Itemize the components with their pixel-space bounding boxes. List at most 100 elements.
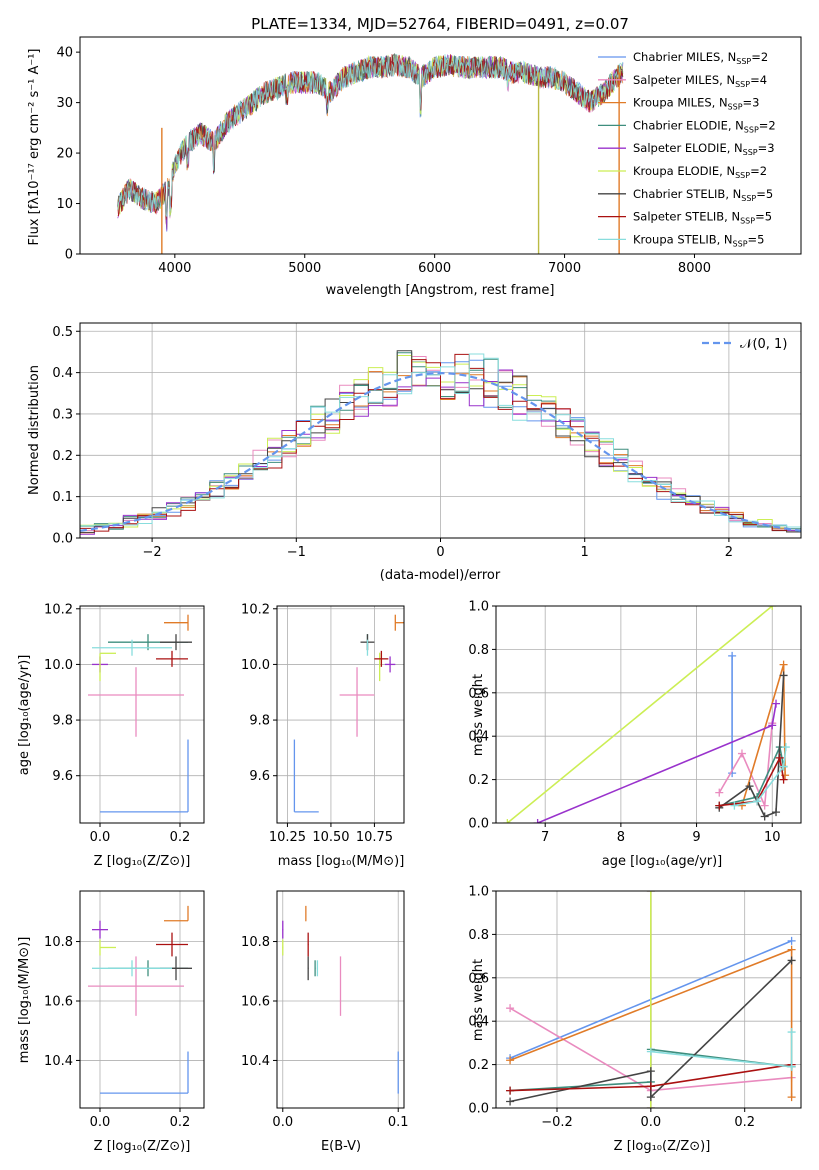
y-tick-label: 30 (56, 96, 73, 111)
x-tick-label: 4000 (158, 261, 191, 276)
legend-label: Kroupa MILES, NSSP=3 (633, 96, 759, 112)
weight-marker (506, 1056, 515, 1065)
axes-frame (79, 36, 802, 255)
x-tick-label: 0.1 (388, 1115, 409, 1130)
x-tick-label: 0.2 (170, 830, 191, 845)
residuals-xlabel: (data-model)/error (380, 568, 501, 583)
mass-ebv-xlabel: E(B-V) (321, 1139, 361, 1154)
weight-marker (779, 660, 788, 669)
age-mass-xlabel: mass [log₁₀(M/M⊙)] (278, 854, 405, 869)
weight-marker (646, 1082, 655, 1091)
x-tick-label: 0.2 (170, 1115, 191, 1130)
x-tick-label: 5000 (288, 261, 321, 276)
weight-marker (737, 749, 746, 758)
weight-marker (772, 699, 781, 708)
y-tick-label: 10.0 (44, 658, 73, 673)
weight-marker (730, 801, 739, 810)
weight-marker (787, 1093, 796, 1102)
weight-marker (787, 936, 796, 945)
weight-line (718, 723, 773, 806)
weight-vs-age-panel: 7 8 9 10 0.0 0.2 0.4 0.6 0.8 1.0 age [log₁₀(age/y… (468, 600, 802, 869)
x-tick-label: −1 (287, 545, 306, 560)
axes-frame (79, 890, 205, 1109)
x-tick-label: 0.2 (734, 1115, 755, 1130)
age-vs-mass-panel: 10.25 10.50 10.75 9.6 9.8 10.0 10.2 mass [log₁… (241, 602, 405, 869)
y-tick-label: 10.8 (241, 935, 270, 950)
weight-marker (728, 651, 737, 660)
legend-label: Salpeter MILES, NSSP=4 (633, 73, 767, 89)
weight-marker (779, 671, 788, 680)
x-tick-label: 10.50 (312, 830, 349, 845)
weight-marker (646, 1093, 655, 1102)
x-tick-label: 8000 (678, 261, 711, 276)
axes-frame (495, 605, 802, 824)
weight-marker (646, 1104, 655, 1108)
y-tick-label: 0.2 (468, 1058, 489, 1073)
y-tick-label: 20 (56, 147, 73, 162)
x-tick-label: 0.0 (272, 1115, 293, 1130)
gaussian-legend-label: 𝒩(0, 1) (740, 337, 787, 352)
y-tick-label: 0.8 (468, 928, 489, 943)
weight-Z-ylabel: mass weight (471, 959, 486, 1041)
weight-marker (715, 801, 724, 810)
y-tick-label: 0.5 (52, 325, 73, 340)
x-tick-label: 0 (436, 545, 444, 560)
x-tick-label: 6000 (418, 261, 451, 276)
y-tick-label: 40 (56, 46, 73, 61)
x-tick-label: 1 (581, 545, 589, 560)
weight-line (650, 1032, 793, 1068)
x-tick-label: 7 (541, 830, 549, 845)
y-tick-label: 10.0 (241, 658, 270, 673)
y-tick-label: 0.6 (468, 686, 489, 701)
x-tick-label: −0.2 (541, 1115, 573, 1130)
y-tick-label: 10.2 (44, 602, 73, 617)
legend-label: Chabrier ELODIE, NSSP=2 (633, 118, 776, 134)
spectrum-line (117, 53, 624, 217)
y-tick-label: 0.4 (468, 1015, 489, 1030)
weight-marker (646, 1067, 655, 1076)
residuals-panel: −2 −1 0 1 2 0.0 0.1 0.2 0.3 0.4 0.5 (data-model)/e… (27, 322, 802, 583)
legend-label: Kroupa ELODIE, NSSP=2 (633, 164, 767, 180)
axes-frame (276, 890, 405, 1109)
residuals-legend: 𝒩(0, 1) (702, 337, 787, 352)
spectrum-legend: Chabrier MILES, NSSP=2 Salpeter MILES, NS… (598, 50, 776, 248)
legend-label: Chabrier STELIB, NSSP=5 (633, 187, 773, 203)
y-tick-label: 10.8 (44, 935, 73, 950)
legend-label: Kroupa STELIB, NSSP=5 (633, 232, 764, 248)
weight-marker (781, 743, 790, 752)
x-tick-label: 10.25 (269, 830, 306, 845)
y-tick-label: 9.8 (249, 714, 270, 729)
mass-Z-ylabel: mass [log₁₀(M/M⊙)] (17, 937, 32, 1064)
y-tick-label: 10.2 (241, 602, 270, 617)
legend-label: Chabrier MILES, NSSP=2 (633, 50, 768, 66)
y-tick-label: 0.6 (468, 971, 489, 986)
y-tick-label: 0.2 (468, 773, 489, 788)
weight-marker (506, 1086, 515, 1095)
x-tick-label: 7000 (548, 261, 581, 276)
y-tick-label: 0.4 (52, 366, 73, 381)
x-tick-label: 0.0 (90, 830, 111, 845)
x-tick-label: 0.0 (90, 1115, 111, 1130)
y-tick-label: 1.0 (468, 885, 489, 900)
weight-marker (768, 721, 777, 730)
y-tick-label: 0.0 (468, 1102, 489, 1117)
y-tick-label: 0.3 (52, 407, 73, 422)
weight-marker (775, 753, 784, 762)
y-tick-label: 9.6 (52, 769, 73, 784)
mass-vs-Z-panel: 0.0 0.2 10.4 10.6 10.8 Z [log₁₀(Z/Z⊙)] mass … (17, 890, 205, 1154)
weight-marker (753, 797, 762, 806)
y-tick-label: 10.4 (44, 1054, 73, 1069)
y-tick-label: 0.0 (52, 532, 73, 547)
weight-marker (787, 1062, 796, 1071)
weight-age-xlabel: age [log₁₀(age/yr)] (602, 854, 723, 869)
weight-marker (760, 801, 769, 810)
residuals-ylabel: Normed distribution (27, 365, 42, 495)
y-tick-label: 0.1 (52, 490, 73, 505)
x-tick-label: 10 (764, 830, 781, 845)
y-tick-label: 0.0 (468, 817, 489, 832)
y-tick-label: 10 (56, 197, 73, 212)
axes-frame (495, 890, 802, 1109)
x-tick-label: 9 (692, 830, 700, 845)
weight-line (719, 744, 785, 807)
